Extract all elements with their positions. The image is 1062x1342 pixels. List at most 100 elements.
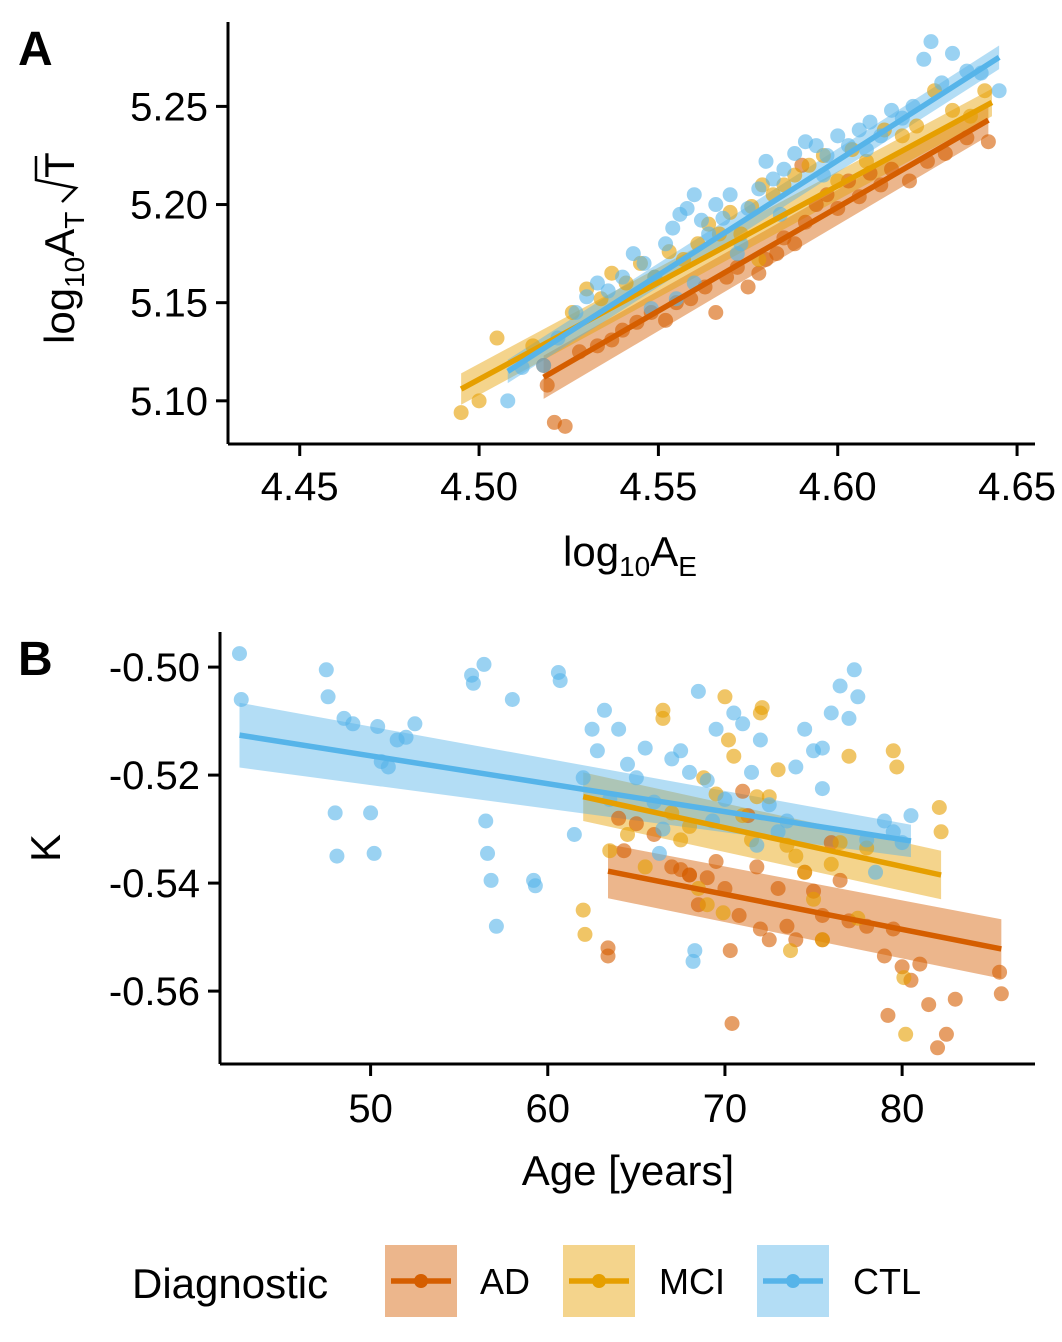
panel-b-point-ctl-61	[832, 678, 848, 694]
panel-b-point-ctl-1	[233, 692, 249, 707]
panel-b-point-ctl-12	[380, 759, 396, 775]
panel-b-point-mci-4	[637, 859, 653, 875]
panel-b-point-mci-8	[673, 832, 689, 848]
panel-b-point-mci-6	[655, 710, 671, 726]
panel-b-point-mci-0	[575, 902, 591, 918]
panel-a-fit-line-mci	[459, 100, 994, 392]
panel-a-point-ctl-9	[625, 246, 641, 262]
panel-b-x-tick-label: 50	[348, 1087, 393, 1131]
panel-b-point-ctl-2	[318, 662, 334, 678]
panel-b-point-ctl-0	[231, 646, 247, 662]
panel-b-point-mci-3	[620, 827, 635, 842]
panel-b-point-mci-41	[783, 943, 798, 959]
panel-b-point-mci-29	[841, 748, 857, 764]
panel-a-x-tick-label: 4.50	[440, 465, 518, 509]
panel-a-y-tick-label: 5.20	[130, 184, 208, 228]
panel-b-point-ad-3	[616, 843, 632, 859]
panel-a-point-ctl-50	[729, 246, 745, 262]
panel-b-point-ad-38	[938, 1026, 954, 1042]
panel-b-y-axis-title: K	[22, 834, 69, 862]
panel-b-point-mci-37	[933, 824, 949, 840]
panel-a-point-ctl-16	[686, 187, 702, 203]
panel-b-point-ctl-47	[708, 721, 724, 737]
panel-b-point-ctl-69	[903, 808, 919, 824]
panel-a-point-ctl-4	[568, 304, 584, 320]
legend-title: Diagnostic	[132, 1260, 328, 1307]
panel-b-point-ctl-36	[628, 770, 644, 786]
panel-b-point-ad-22	[779, 918, 795, 934]
panel-a-point-mci-30	[909, 118, 925, 134]
panel-a-fit-line-ad	[542, 117, 990, 380]
panel-a-point-mci-2	[489, 330, 505, 346]
panel-b-point-ctl-46	[699, 773, 715, 788]
panel-b-x-tick-label: 60	[526, 1087, 571, 1131]
panel-b-point-ctl-60	[823, 705, 839, 721]
panel-a-point-ad-10	[658, 312, 674, 328]
panel-a-point-ctl-35	[862, 114, 878, 130]
legend-label-mci: MCI	[659, 1261, 725, 1302]
panel-b-point-ad-40	[880, 1007, 896, 1023]
sqrt-symbol-icon	[34, 156, 79, 203]
panel-a-x-tick-label: 4.65	[978, 465, 1056, 509]
panel-b-point-mci-15	[726, 748, 742, 764]
panel-b-point-ctl-25	[527, 878, 543, 894]
panel-a-x-axis-title: log10AE	[563, 528, 697, 582]
panel-b-point-ctl-4	[327, 805, 343, 821]
panel-b-point-ad-41	[992, 964, 1008, 980]
panel-a-point-ctl-26	[765, 171, 781, 187]
panel-a-point-ctl-24	[751, 181, 767, 197]
panel-b-fit-line-mci	[582, 794, 942, 878]
panel-a-point-ctl-34	[851, 122, 867, 138]
legend-key-dot-ad	[414, 1274, 428, 1288]
panel-b-point-mci-28	[832, 835, 848, 851]
panel-b-point-ctl-66	[876, 813, 892, 829]
panel-b-tag: B	[18, 633, 53, 686]
panel-b-point-mci-11	[699, 897, 715, 913]
panel-a-point-ctl-28	[787, 146, 803, 162]
legend-key-dot-mci	[592, 1274, 606, 1288]
panel-b-point-ad-13	[722, 943, 738, 959]
panel-a-point-ad-22	[787, 236, 803, 252]
panel-b-point-mci-34	[896, 970, 912, 986]
legend-items: AD MCI CTL	[385, 1245, 921, 1317]
legend: Diagnostic AD MCI CTL	[132, 1245, 921, 1317]
panel-b-point-ctl-20	[480, 845, 496, 861]
panel-b-point-ctl-39	[655, 821, 671, 837]
panel-a-x-tick-label: 4.45	[261, 465, 339, 509]
panel-b-point-ad-14	[724, 1016, 740, 1031]
panel-b-point-ad-39	[947, 991, 963, 1007]
panel-b-point-ctl-27	[552, 673, 568, 689]
panel-a-point-ad-14	[708, 304, 724, 320]
panel-b-point-ctl-10	[370, 719, 386, 734]
panel-b-point-ctl-62	[841, 710, 857, 726]
panel-b-point-ctl-3	[320, 689, 336, 705]
panel-b-point-mci-33	[889, 759, 905, 775]
panel-b-fit-line-ctl	[239, 732, 912, 844]
panel-a-point-ctl-42	[934, 75, 950, 91]
panel-b-plot-area	[231, 646, 1009, 1056]
panel-b-point-ad-11	[708, 854, 724, 869]
panel-a-point-ctl-21	[722, 187, 738, 203]
panel-b-point-mci-32	[885, 743, 901, 759]
panel-b-point-ctl-21	[483, 872, 499, 888]
panel-b-point-ctl-17	[465, 675, 481, 691]
panel-a-point-ctl-32	[830, 128, 846, 144]
panel-b: B 50 60 70 80 -0.50 -0.52 -0.54 -0.56 Age [yea…	[18, 632, 1035, 1194]
panel-a-point-mci-32	[945, 102, 961, 118]
panel-a-point-ctl-6	[589, 275, 605, 291]
legend-label-ad: AD	[480, 1261, 530, 1302]
panel-a-point-ctl-19	[708, 197, 724, 213]
panel-b-point-ctl-9	[366, 845, 382, 861]
panel-a-point-ad-36	[980, 134, 996, 150]
panel-a-point-ctl-41	[923, 34, 939, 50]
panel-b-point-ad-4	[628, 816, 644, 832]
panel-a-tag: A	[18, 23, 53, 76]
panel-a-point-ctl-12	[658, 236, 674, 252]
panel-a-point-ad-18	[751, 265, 767, 281]
panel-b-point-mci-19	[754, 700, 770, 716]
panel-b-point-ctl-23	[504, 692, 520, 707]
panel-a-point-mci-0	[453, 405, 469, 421]
panel-a-y-ticks: 5.10 5.15 5.20 5.25	[130, 85, 228, 424]
panel-b-point-mci-14	[720, 732, 736, 748]
panel-b-point-ad-36	[921, 997, 937, 1013]
